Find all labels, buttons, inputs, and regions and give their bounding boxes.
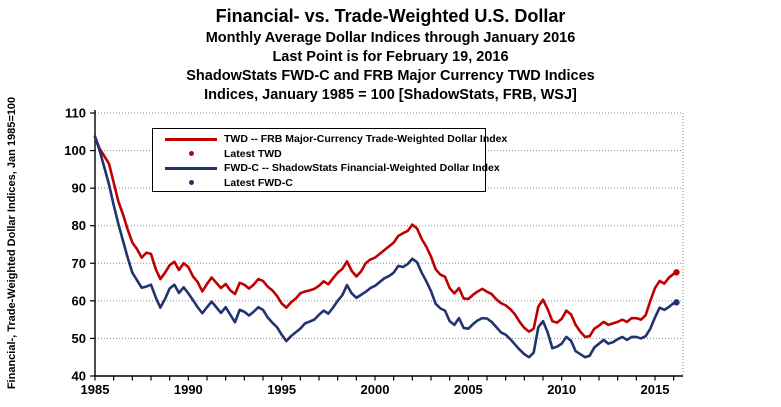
- x-tick-label: 2000: [361, 382, 390, 397]
- x-tick-label: 2010: [547, 382, 576, 397]
- legend-dot-swatch-latest-twd: [188, 151, 194, 157]
- y-tick-label: 40: [72, 369, 86, 384]
- x-tick-label: 2005: [454, 382, 483, 397]
- chart-title: Financial- vs. Trade-Weighted U.S. Dolla…: [215, 6, 566, 26]
- x-tick-label: 1995: [267, 382, 296, 397]
- legend-item-latest-fwdc: Latest FWD-C: [153, 176, 485, 191]
- chart-subtitle-2: Last Point is for February 19, 2016: [272, 49, 509, 65]
- legend-label-fwdc: FWD-C -- ShadowStats Financial-Weighted …: [224, 162, 500, 175]
- legend-label-twd: TWD -- FRB Major-Currency Trade-Weighted…: [224, 133, 508, 146]
- title-block: Financial- vs. Trade-Weighted U.S. Dolla…: [0, 5, 781, 105]
- chart-subtitle-4: Indices, January 1985 = 100 [ShadowStats…: [204, 87, 577, 103]
- chart-subtitle-1: Monthly Average Dollar Indices through J…: [205, 30, 576, 46]
- legend-item-latest-twd: Latest TWD: [153, 147, 485, 162]
- legend-line-swatch-fwdc: [165, 166, 217, 170]
- y-tick-label: 100: [64, 143, 86, 158]
- legend-label-latest-fwdc: Latest FWD-C: [224, 176, 293, 189]
- series-line-fwd-c: [93, 134, 675, 359]
- y-axis-title: Financial-, Trade-Weighted Dollar Indice…: [6, 96, 18, 390]
- y-tick-label: 110: [65, 106, 86, 121]
- legend: TWD -- FRB Major-Currency Trade-Weighted…: [152, 128, 507, 192]
- legend-line-swatch-twd: [165, 137, 217, 141]
- legend-item-twd: TWD -- FRB Major-Currency Trade-Weighted…: [153, 132, 507, 147]
- y-tick-label: 50: [72, 331, 86, 346]
- y-tick-label: 60: [72, 293, 86, 308]
- y-tick-label: 90: [72, 181, 86, 196]
- chart-subtitle-3: ShadowStats FWD-C and FRB Major Currency…: [186, 68, 595, 84]
- x-tick-label: 1990: [174, 382, 203, 397]
- y-tick-label: 80: [72, 218, 86, 233]
- x-tick-label: 1985: [81, 382, 110, 397]
- legend-item-fwdc: FWD-C -- ShadowStats Financial-Weighted …: [153, 161, 500, 176]
- x-tick-label: 2015: [641, 382, 670, 397]
- latest-dot-latest-twd: [673, 269, 680, 276]
- legend-dot-swatch-latest-fwdc: [188, 180, 194, 186]
- latest-dot-latest-fwd-c: [673, 299, 680, 306]
- y-tick-label: 70: [72, 256, 86, 271]
- legend-label-latest-twd: Latest TWD: [224, 147, 282, 160]
- series-line-twd: [93, 136, 675, 339]
